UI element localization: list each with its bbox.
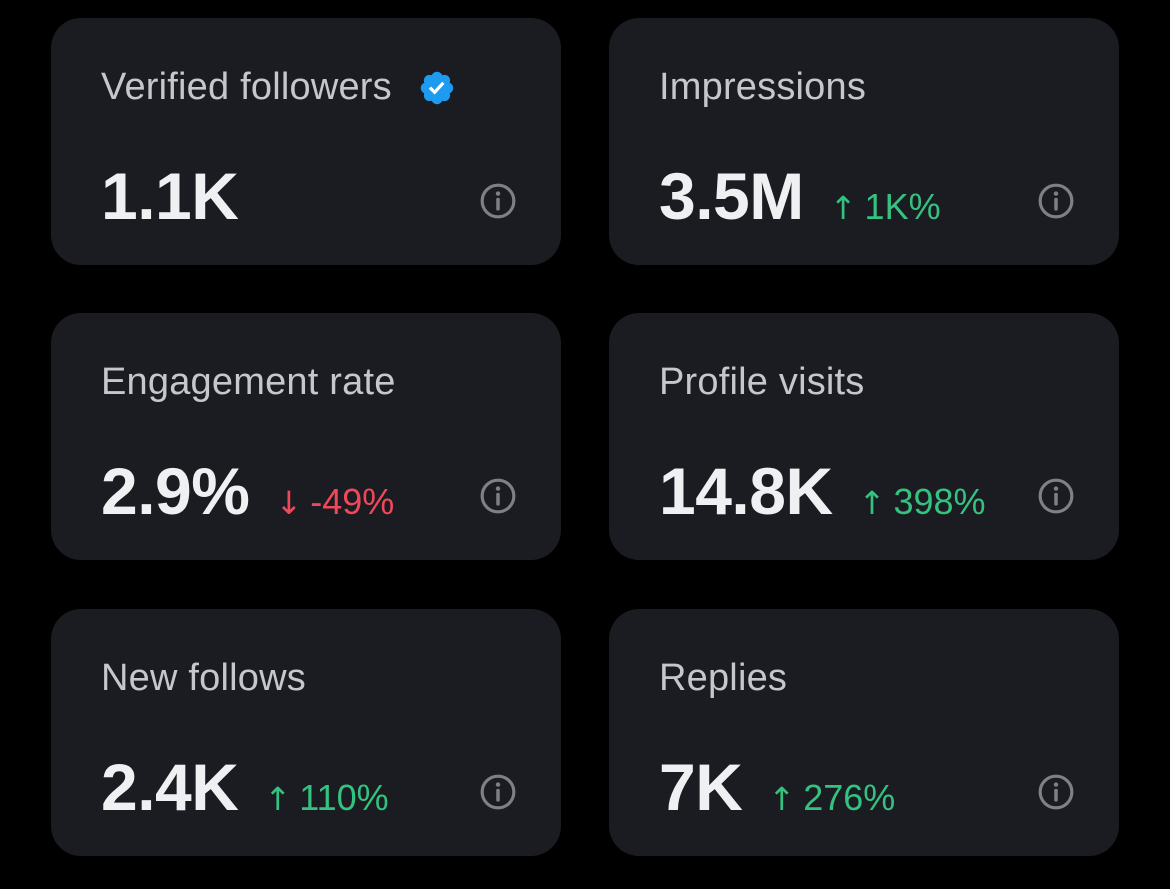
metric-card-impressions[interactable]: Impressions 3.5M ↑ 1K% <box>609 18 1119 265</box>
metric-value-row: 2.9% ↓ -49% <box>101 453 394 529</box>
arrow-down-icon: ↓ <box>275 484 303 522</box>
metric-card-replies[interactable]: Replies 7K ↑ 276% <box>609 609 1119 856</box>
metric-change-value: 1K% <box>864 186 941 227</box>
info-icon[interactable] <box>1037 182 1075 220</box>
metric-value-row: 7K ↑ 276% <box>659 749 895 825</box>
metric-label-row: Impressions <box>659 66 866 109</box>
metric-value: 2.4K <box>101 750 239 824</box>
metric-label-row: New follows <box>101 657 306 700</box>
info-icon[interactable] <box>479 182 517 220</box>
arrow-up-icon: ↑ <box>768 780 796 818</box>
metric-change-value: -49% <box>310 481 395 522</box>
metric-card-new-follows[interactable]: New follows 2.4K ↑ 110% <box>51 609 561 856</box>
arrow-up-icon: ↑ <box>829 189 857 227</box>
metric-label: Replies <box>659 657 788 699</box>
metric-value-row: 14.8K ↑ 398% <box>659 453 986 529</box>
metric-value: 1.1K <box>101 159 239 233</box>
metric-change: ↑ 398% <box>859 481 986 523</box>
metric-change-value: 398% <box>893 481 986 522</box>
arrow-up-icon: ↑ <box>858 484 886 522</box>
metric-card-engagement-rate[interactable]: Engagement rate 2.9% ↓ -49% <box>51 313 561 560</box>
metric-change: ↑ 276% <box>768 777 895 819</box>
metric-label: Impressions <box>659 66 867 108</box>
metric-label-row: Verified followers <box>101 66 456 109</box>
metric-label: Profile visits <box>659 361 865 403</box>
metric-label-row: Replies <box>659 657 787 700</box>
metric-label: Engagement rate <box>101 361 396 403</box>
info-icon[interactable] <box>1037 477 1075 515</box>
metric-value-row: 1.1K <box>101 158 239 234</box>
metric-label-row: Engagement rate <box>101 361 396 404</box>
metric-change-value: 110% <box>299 777 389 818</box>
metric-change: ↑ 1K% <box>830 186 941 228</box>
metric-value: 7K <box>659 750 743 824</box>
metric-change-value: 276% <box>803 777 896 818</box>
info-icon[interactable] <box>479 773 517 811</box>
verified-badge-icon <box>420 71 454 104</box>
info-icon[interactable] <box>479 477 517 515</box>
metric-label-row: Profile visits <box>659 361 865 404</box>
metric-label: New follows <box>101 657 306 699</box>
info-icon[interactable] <box>1037 773 1075 811</box>
metric-change: ↓ -49% <box>275 481 394 523</box>
metric-value: 2.9% <box>101 454 250 528</box>
metric-card-profile-visits[interactable]: Profile visits 14.8K ↑ 398% <box>609 313 1119 560</box>
metric-value: 3.5M <box>659 159 804 233</box>
metric-card-verified-followers[interactable]: Verified followers 1.1K <box>51 18 561 265</box>
metric-value-row: 2.4K ↑ 110% <box>101 749 389 825</box>
metric-value: 14.8K <box>659 454 833 528</box>
arrow-up-icon: ↑ <box>264 780 292 818</box>
metric-value-row: 3.5M ↑ 1K% <box>659 158 941 234</box>
metric-label: Verified followers <box>101 66 392 108</box>
metric-change: ↑ 110% <box>264 777 388 819</box>
